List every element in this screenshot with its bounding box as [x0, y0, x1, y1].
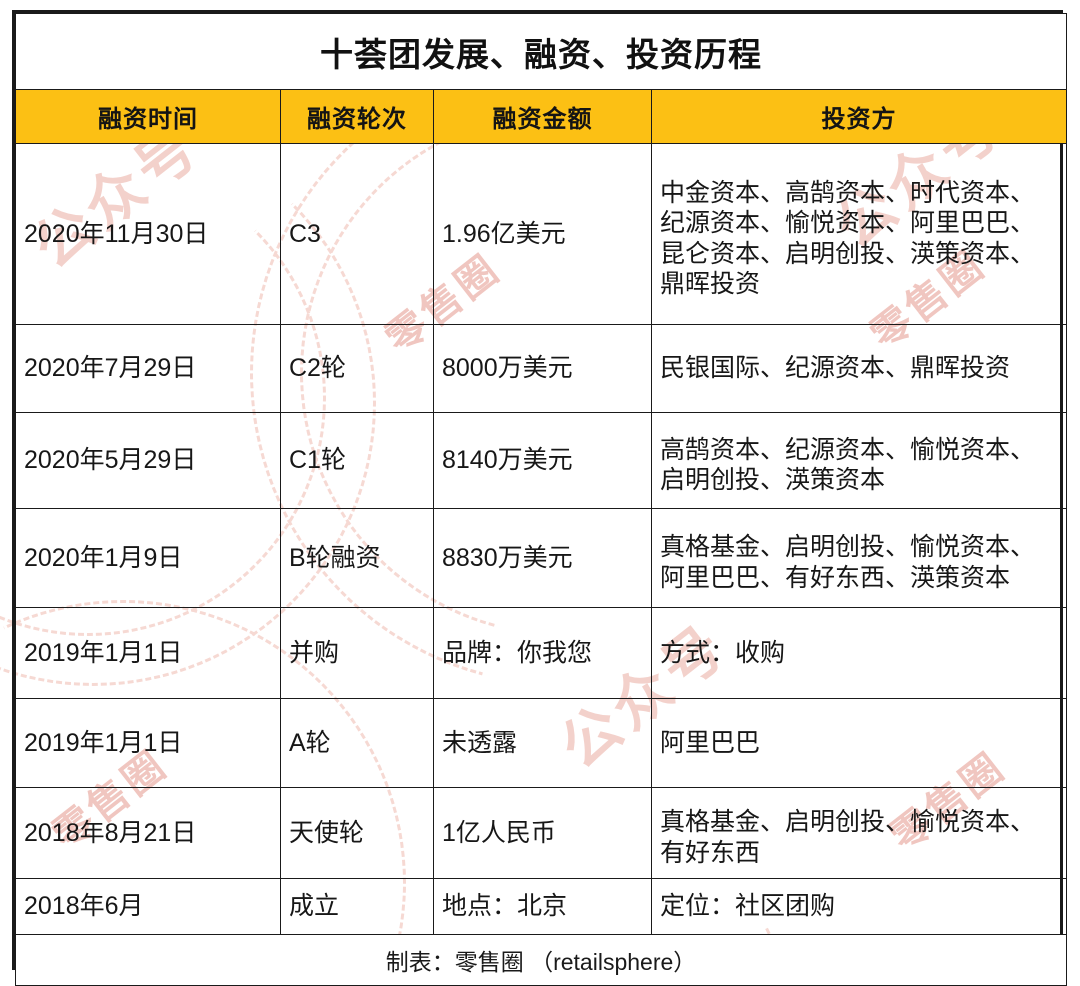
column-header-investors: 投资方	[651, 89, 1067, 144]
table-body: 2020年11月30日 C3 1.96亿美元 中金资本、高鹄资本、时代资本、纪源资本、…	[15, 143, 1067, 935]
cell-text: 民银国际、纪源资本、鼎晖投资	[660, 354, 1011, 383]
cell-time: 2018年6月	[15, 878, 281, 935]
cell-time: 2019年1月1日	[15, 607, 281, 699]
cell-text: 地点：北京	[442, 892, 568, 921]
table-header-row: 融资时间 融资轮次 融资金额 投资方	[15, 89, 1067, 144]
cell-amount: 1亿人民币	[433, 787, 652, 879]
cell-investors: 中金资本、高鹄资本、时代资本、纪源资本、愉悦资本、阿里巴巴、昆仑资本、启明创投、…	[651, 143, 1067, 325]
cell-time: 2020年11月30日	[15, 143, 281, 325]
cell-text: 2019年1月1日	[24, 638, 183, 667]
cell-investors: 高鹄资本、纪源资本、愉悦资本、启明创投、渶策资本	[651, 412, 1067, 509]
cell-text: 2020年11月30日	[24, 219, 209, 248]
cell-round: C3	[280, 143, 434, 325]
cell-text: 8140万美元	[442, 446, 573, 475]
cell-text: 2018年8月21日	[24, 818, 197, 847]
cell-text: 2019年1月1日	[24, 728, 183, 757]
cell-investors: 定位：社区团购	[651, 878, 1067, 935]
cell-text: B轮融资	[289, 543, 381, 572]
cell-text: C1轮	[289, 446, 346, 475]
table-row: 2019年1月1日 A轮 未透露 阿里巴巴	[15, 698, 1067, 788]
cell-text: 中金资本、高鹄资本、时代资本、纪源资本、愉悦资本、阿里巴巴、昆仑资本、启明创投、…	[660, 178, 1036, 299]
cell-text: 真格基金、启明创投、愉悦资本、阿里巴巴、有好东西、渶策资本	[660, 533, 1036, 592]
cell-text: 2020年5月29日	[24, 446, 197, 475]
cell-text: 定位：社区团购	[660, 892, 836, 921]
cell-round: B轮融资	[280, 508, 434, 608]
cell-text: A轮	[289, 728, 331, 757]
column-header-label: 融资金额	[492, 106, 593, 133]
cell-amount: 地点：北京	[433, 878, 652, 935]
history-table-frame: 十荟团发展、融资、投资历程 融资时间 融资轮次 融资金额 投资方 2020年11月30…	[12, 10, 1067, 986]
table-row: 2018年8月21日 天使轮 1亿人民币 真格基金、启明创投、愉悦资本、有好东西	[15, 787, 1067, 879]
column-header-round: 融资轮次	[280, 89, 434, 144]
cell-text: C3	[289, 219, 321, 248]
page-title: 十荟团发展、融资、投资历程	[320, 35, 762, 73]
column-header-label: 投资方	[821, 106, 897, 133]
cell-text: 高鹄资本、纪源资本、愉悦资本、启明创投、渶策资本	[660, 435, 1036, 495]
cell-time: 2020年5月29日	[15, 412, 281, 509]
cell-round: 成立	[280, 878, 434, 935]
cell-text: 并购	[289, 638, 340, 667]
column-header-time: 融资时间	[15, 89, 281, 144]
table-title-row: 十荟团发展、融资、投资历程	[15, 13, 1067, 90]
cell-amount: 品牌：你我您	[433, 607, 652, 699]
column-header-amount: 融资金额	[433, 89, 652, 144]
cell-time: 2019年1月1日	[15, 698, 281, 788]
cell-time: 2018年8月21日	[15, 787, 281, 879]
page-title-cell: 十荟团发展、融资、投资历程	[15, 13, 1067, 90]
table-row: 2020年11月30日 C3 1.96亿美元 中金资本、高鹄资本、时代资本、纪源资本、…	[15, 143, 1067, 325]
cell-investors: 阿里巴巴	[651, 698, 1067, 788]
column-header-label: 融资时间	[98, 106, 198, 133]
table-row: 2018年6月 成立 地点：北京 定位：社区团购	[15, 878, 1067, 935]
cell-amount: 8140万美元	[433, 412, 652, 509]
cell-time: 2020年7月29日	[15, 324, 281, 413]
footer-cell: 制表：零售圈 （retailsphere）	[15, 934, 1067, 986]
cell-text: C2轮	[289, 354, 346, 383]
cell-text: 天使轮	[289, 818, 365, 847]
cell-investors: 真格基金、启明创投、愉悦资本、阿里巴巴、有好东西、渶策资本	[651, 508, 1067, 608]
cell-text: 真格基金、启明创投、愉悦资本、有好东西	[660, 808, 1036, 867]
cell-time: 2020年1月9日	[15, 508, 281, 608]
table-row: 2020年1月9日 B轮融资 8830万美元 真格基金、启明创投、愉悦资本、阿里巴巴、…	[15, 508, 1067, 608]
cell-amount: 8830万美元	[433, 508, 652, 608]
cell-text: 品牌：你我您	[442, 638, 593, 667]
cell-amount: 8000万美元	[433, 324, 652, 413]
table-footer-row: 制表：零售圈 （retailsphere）	[15, 934, 1067, 986]
cell-round: A轮	[280, 698, 434, 788]
cell-round: 并购	[280, 607, 434, 699]
cell-round: 天使轮	[280, 787, 434, 879]
table-row: 2020年5月29日 C1轮 8140万美元 高鹄资本、纪源资本、愉悦资本、启明创投、…	[15, 412, 1067, 509]
cell-text: 阿里巴巴	[660, 728, 761, 757]
column-header-label: 融资轮次	[307, 106, 407, 133]
cell-text: 8830万美元	[442, 543, 573, 572]
cell-investors: 民银国际、纪源资本、鼎晖投资	[651, 324, 1067, 413]
table-row: 2019年1月1日 并购 品牌：你我您 方式：收购	[15, 607, 1067, 699]
cell-text: 2020年1月9日	[24, 543, 183, 572]
cell-round: C2轮	[280, 324, 434, 413]
cell-investors: 方式：收购	[651, 607, 1067, 699]
cell-amount: 未透露	[433, 698, 652, 788]
cell-amount: 1.96亿美元	[433, 143, 652, 325]
table-row: 2020年7月29日 C2轮 8000万美元 民银国际、纪源资本、鼎晖投资	[15, 324, 1067, 413]
cell-text: 方式：收购	[660, 638, 786, 667]
footer-credit: 制表：零售圈 （retailsphere）	[385, 949, 697, 975]
cell-text: 成立	[289, 892, 340, 921]
cell-text: 1亿人民币	[442, 818, 556, 847]
cell-text: 2018年6月	[24, 892, 144, 921]
cell-text: 8000万美元	[442, 354, 573, 383]
cell-round: C1轮	[280, 412, 434, 509]
funding-history-table: 十荟团发展、融资、投资历程 融资时间 融资轮次 融资金额 投资方 2020年11月30…	[15, 13, 1067, 986]
cell-text: 1.96亿美元	[442, 219, 566, 248]
cell-investors: 真格基金、启明创投、愉悦资本、有好东西	[651, 787, 1067, 879]
cell-text: 2020年7月29日	[24, 354, 197, 383]
cell-text: 未透露	[442, 728, 518, 757]
